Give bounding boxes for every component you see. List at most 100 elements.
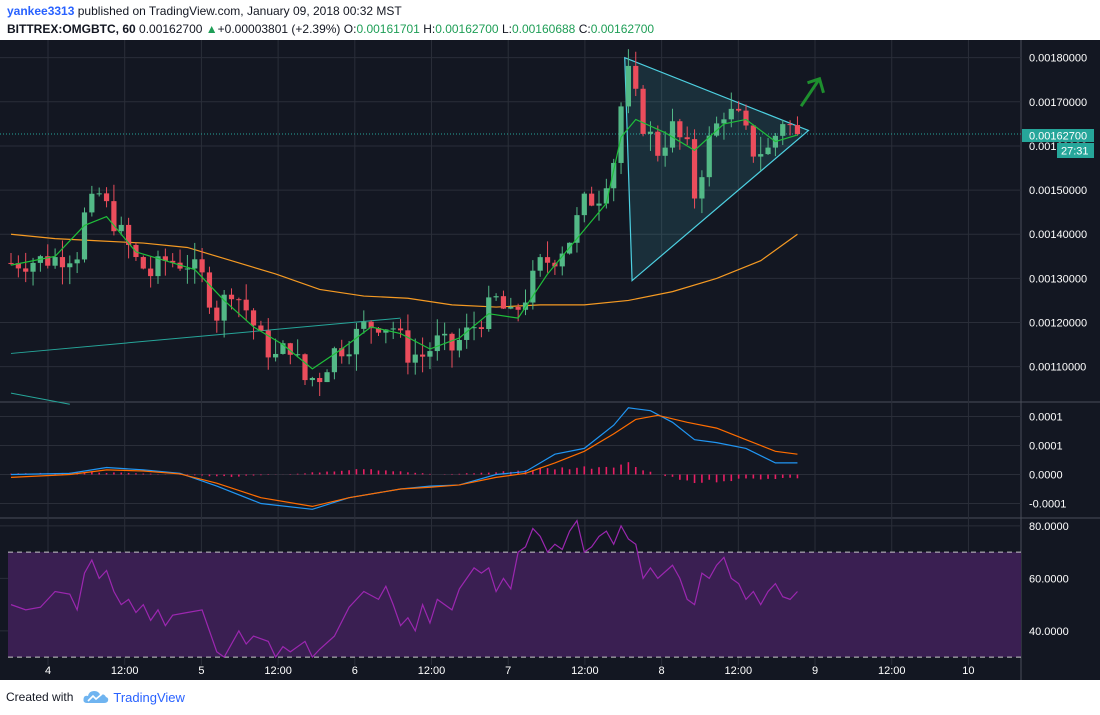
candle-body bbox=[589, 193, 595, 206]
candle-body bbox=[442, 333, 448, 336]
symmetrical-triangle-pattern[interactable] bbox=[624, 56, 810, 282]
candle-body bbox=[375, 328, 382, 333]
candle-body bbox=[699, 177, 705, 199]
rsi-line bbox=[10, 519, 798, 659]
macd-pane[interactable] bbox=[10, 407, 799, 510]
candle-body bbox=[103, 193, 110, 202]
candle-body bbox=[383, 329, 389, 333]
candle-body bbox=[162, 256, 168, 261]
candle-body bbox=[67, 263, 73, 268]
candle-body bbox=[184, 268, 190, 270]
candle-body bbox=[15, 263, 21, 269]
symbol-legend: BITTREX:OMGBTC, 60 0.00162700 ▲+0.000038… bbox=[7, 22, 654, 36]
change-up-icon: ▲ bbox=[205, 22, 218, 36]
candle-body bbox=[471, 327, 477, 329]
macd-tick-label: 0.0000 bbox=[1029, 470, 1063, 482]
candle-body bbox=[361, 321, 367, 329]
time-tick-label: 7 bbox=[505, 665, 511, 677]
time-tick-label: 12:00 bbox=[264, 665, 292, 677]
candle-body bbox=[214, 307, 220, 321]
tradingview-link[interactable]: TradingView bbox=[113, 689, 185, 705]
price-axis[interactable]: 0.001800000.001700000.001600000.00150000… bbox=[1029, 53, 1087, 638]
close-label: C: bbox=[578, 22, 591, 36]
time-tick-label: 6 bbox=[352, 665, 358, 677]
candle-body bbox=[273, 353, 279, 358]
author-link[interactable]: yankee3313 bbox=[7, 4, 75, 18]
footer: Created with TradingView bbox=[6, 689, 185, 705]
candle-body bbox=[287, 343, 293, 355]
created-with-text: Created with bbox=[6, 690, 74, 704]
last-price: 0.00162700 bbox=[139, 22, 203, 36]
low-value: 0.00160688 bbox=[511, 22, 576, 36]
tradingview-cloud-icon bbox=[83, 691, 109, 703]
slow-moving-average-line bbox=[10, 233, 798, 308]
time-tick-label: 10 bbox=[962, 665, 974, 677]
price-change: +0.00003801 (+2.39%) bbox=[217, 22, 341, 36]
high-value: 0.00162700 bbox=[435, 22, 499, 36]
time-tick-label: 12:00 bbox=[111, 665, 139, 677]
rsi-pane[interactable] bbox=[8, 519, 1021, 659]
candle-body bbox=[721, 119, 727, 124]
rsi-tick-label: 80.0000 bbox=[1029, 521, 1069, 533]
candle-body bbox=[420, 354, 426, 357]
candle-body bbox=[45, 256, 51, 266]
candle-body bbox=[221, 294, 227, 321]
candle-body bbox=[309, 378, 315, 381]
candle-body bbox=[728, 108, 734, 120]
candle-body bbox=[23, 268, 29, 272]
open-value: 0.00161701 bbox=[356, 22, 420, 36]
breakout-arrow[interactable] bbox=[799, 78, 821, 108]
time-tick-label: 12:00 bbox=[571, 665, 599, 677]
price-tick-label: 0.00150000 bbox=[1029, 185, 1087, 197]
candle-body bbox=[427, 351, 433, 357]
candle-body bbox=[339, 348, 345, 357]
candle-body bbox=[228, 294, 235, 300]
candle-body bbox=[706, 135, 712, 178]
price-tick-label: 0.00120000 bbox=[1029, 318, 1087, 330]
candle-body bbox=[677, 121, 683, 138]
candle-body bbox=[787, 124, 793, 126]
candle-body bbox=[295, 354, 301, 356]
time-tick-label: 12:00 bbox=[418, 665, 446, 677]
candle-body bbox=[493, 296, 499, 298]
symbol-name[interactable]: BITTREX:OMGBTC, 60 bbox=[7, 22, 136, 36]
time-axis[interactable]: 4 12:00 5 12:00 6 12:00 7 12:00 8 12:00 9 12:00 10 bbox=[45, 665, 975, 677]
candle-body bbox=[500, 296, 507, 309]
candle-body bbox=[544, 257, 551, 263]
candle-body bbox=[30, 262, 36, 272]
price-tag-value: 0.00162700 bbox=[1029, 131, 1087, 143]
candle-body bbox=[669, 121, 676, 148]
candle-body bbox=[449, 333, 455, 351]
candle-body bbox=[250, 310, 257, 326]
macd-tick-label: -0.0001 bbox=[1029, 499, 1066, 511]
chart-canvas[interactable]: 0.001800000.001700000.001600000.00150000… bbox=[0, 40, 1100, 680]
candle-body bbox=[633, 65, 639, 89]
price-tick-label: 0.00170000 bbox=[1029, 97, 1087, 109]
candle-body bbox=[346, 354, 352, 357]
price-pane[interactable] bbox=[0, 49, 1021, 405]
breakout-arrow-head[interactable] bbox=[807, 76, 825, 94]
candle-body bbox=[243, 299, 249, 311]
candle-body bbox=[199, 259, 205, 273]
candle-body bbox=[96, 193, 102, 195]
countdown-box bbox=[1057, 143, 1094, 158]
candle-body bbox=[603, 188, 609, 204]
candle-body bbox=[280, 343, 286, 354]
candle-body bbox=[52, 257, 58, 266]
candle-body bbox=[559, 253, 565, 267]
candle-body bbox=[140, 257, 146, 269]
rsi-tick-label: 40.0000 bbox=[1029, 626, 1069, 638]
candle-body bbox=[265, 330, 271, 358]
high-label: H: bbox=[423, 22, 436, 36]
price-tag-box bbox=[1022, 129, 1094, 142]
candle-body bbox=[765, 147, 771, 155]
time-tick-label: 9 bbox=[812, 665, 818, 677]
candle-body bbox=[111, 201, 117, 232]
candle-body bbox=[743, 110, 749, 126]
low-label: L: bbox=[501, 22, 512, 36]
trendline[interactable] bbox=[10, 392, 70, 405]
trendline[interactable] bbox=[10, 317, 401, 354]
candle-body bbox=[647, 131, 654, 134]
time-tick-label: 8 bbox=[659, 665, 665, 677]
price-tick-label: 0.00130000 bbox=[1029, 273, 1087, 285]
